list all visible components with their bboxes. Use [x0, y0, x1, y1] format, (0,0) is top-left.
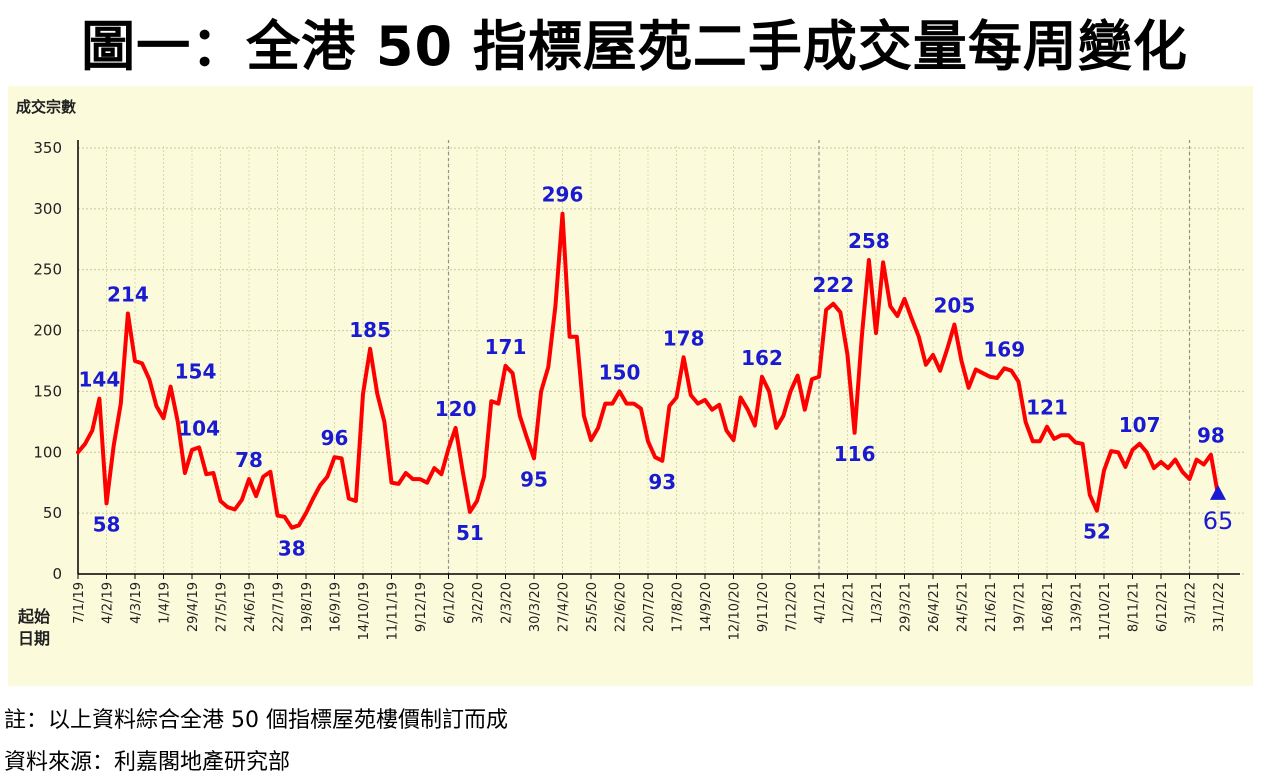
x-tick-label: 4/3/19	[129, 582, 144, 624]
x-tick-label: 12/10/20	[728, 582, 743, 640]
x-tick-label: 1/2/21	[842, 582, 857, 624]
x-tick-label: 24/5/21	[956, 582, 971, 632]
data-label: 98	[1197, 424, 1225, 448]
chart-title: 圖一：全港 50 指標屋苑二手成交量每周變化	[81, 15, 1188, 78]
data-label: 51	[456, 521, 484, 545]
data-label: 121	[1026, 396, 1068, 420]
plot-background	[8, 86, 1253, 686]
x-tick-label: 17/8/20	[671, 582, 686, 632]
data-label: 296	[542, 183, 584, 207]
x-tick-label: 24/6/19	[243, 582, 258, 632]
data-label: 258	[848, 229, 890, 253]
x-axis-label-line2: 日期	[18, 629, 50, 648]
data-label: 120	[435, 397, 477, 421]
footnote: 註：以上資料綜合全港 50 個指標屋苑樓價制訂而成	[4, 708, 508, 733]
x-tick-label: 20/7/20	[642, 582, 657, 632]
x-tick-label: 22/7/19	[272, 582, 287, 632]
data-label: 95	[520, 467, 548, 491]
x-tick-label: 31/1/22	[1212, 582, 1227, 632]
data-label: 214	[107, 283, 149, 307]
x-tick-label: 6/1/20	[443, 582, 458, 624]
data-label: 144	[79, 368, 121, 392]
line-chart: 成交宗數 0 50 100 150 200 250 300 350 7/1/19 4/2/19 4…	[8, 86, 1253, 686]
y-axis-label: 成交宗數	[16, 98, 76, 116]
data-label: 150	[599, 360, 641, 384]
x-tick-labels: 7/1/19 4/2/19 4/3/19 1/4/19 29/4/19 27/5/19 24…	[72, 582, 1227, 640]
x-tick-label: 26/4/21	[927, 582, 942, 632]
x-axis-label-line1: 起始	[17, 607, 50, 626]
x-tick-label: 4/2/19	[101, 582, 116, 624]
x-tick-label: 13/9/21	[1070, 582, 1085, 632]
axes	[77, 140, 1240, 579]
x-tick-label: 29/4/19	[186, 582, 201, 632]
x-tick-label: 3/1/22	[1184, 582, 1199, 624]
y-tick-label: 0	[52, 565, 62, 583]
series-line	[76, 211, 1226, 530]
y-tick-label: 350	[33, 139, 62, 157]
data-label: 154	[175, 360, 217, 384]
x-tick-label: 30/3/20	[528, 582, 543, 632]
x-tick-label: 3/2/20	[471, 582, 486, 624]
y-tick-label: 250	[33, 261, 62, 279]
data-label: 104	[178, 416, 220, 440]
x-tick-label: 6/12/21	[1155, 582, 1170, 632]
data-label: 93	[648, 470, 676, 494]
y-tick-labels: 0 50 100 150 200 250 300 350	[33, 139, 62, 583]
y-tick-label: 150	[33, 382, 62, 400]
year-dividers	[447, 140, 1191, 574]
x-tick-label: 7/12/20	[785, 582, 800, 632]
data-label: 96	[321, 426, 349, 450]
x-tick-label: 9/12/19	[414, 582, 429, 632]
data-label: 185	[349, 318, 391, 342]
x-tick-label: 14/10/19	[357, 582, 372, 640]
y-tick-label: 100	[33, 443, 62, 461]
y-tick-label: 50	[43, 504, 62, 522]
data-label: 116	[834, 442, 876, 466]
data-label: 205	[934, 293, 976, 317]
data-label: 171	[485, 335, 527, 359]
data-label: 78	[235, 448, 263, 472]
x-tick-label: 11/11/19	[386, 582, 401, 640]
x-tick-label: 2/3/20	[500, 582, 515, 624]
x-tick-label: 19/8/19	[300, 582, 315, 632]
x-tick-label: 16/8/21	[1041, 582, 1056, 632]
x-tick-label: 4/1/21	[813, 582, 828, 624]
chart-area: 成交宗數 0 50 100 150 200 250 300 350 7/1/19 4/2/19 4…	[8, 86, 1253, 686]
x-tick-label: 8/11/21	[1127, 582, 1142, 632]
x-tick-label: 21/6/21	[984, 582, 999, 632]
x-tick-label: 27/4/20	[557, 582, 572, 632]
data-label: 178	[663, 326, 705, 350]
x-tick-label: 1/3/21	[870, 582, 885, 624]
x-tick-label: 19/7/21	[1013, 582, 1028, 632]
x-tick-label: 25/5/20	[585, 582, 600, 632]
x-tick-label: 29/3/21	[899, 582, 914, 632]
x-tick-label: 1/4/19	[158, 582, 173, 624]
data-label: 169	[983, 337, 1025, 361]
source-note: 資料來源：利嘉閣地產研究部	[4, 750, 291, 775]
data-label: 222	[812, 273, 854, 297]
x-tick-label: 27/5/19	[215, 582, 230, 632]
last-point-marker	[1210, 484, 1226, 500]
data-label: 65	[1203, 507, 1234, 535]
x-tick-label: 7/1/19	[72, 582, 87, 624]
x-tick-label: 16/9/19	[329, 582, 344, 632]
x-tick-label: 9/11/20	[756, 582, 771, 632]
data-label: 162	[741, 346, 783, 370]
x-tick-label: 14/9/20	[699, 582, 714, 632]
data-labels: 144 58 214 154 104 78 38 96 185 120 51 171 95 296 150 9…	[79, 183, 1234, 561]
data-label: 38	[278, 537, 306, 561]
x-tick-label: 22/6/20	[614, 582, 629, 632]
y-tick-label: 300	[33, 200, 62, 218]
data-label: 52	[1083, 520, 1111, 544]
data-label: 107	[1119, 413, 1161, 437]
y-tick-label: 200	[33, 322, 62, 340]
data-line	[76, 211, 1220, 530]
data-label: 58	[93, 512, 121, 536]
x-tick-label: 11/10/21	[1098, 582, 1113, 640]
